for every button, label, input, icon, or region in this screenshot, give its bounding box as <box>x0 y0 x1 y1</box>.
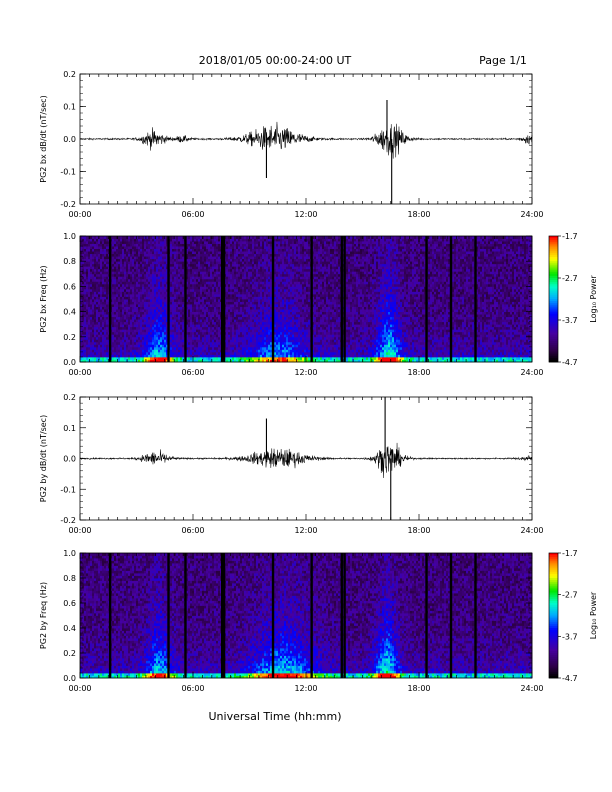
data-gap-3-5 <box>271 553 275 678</box>
y-tick-label: 0.6 <box>63 599 76 608</box>
data-gap-1-0 <box>108 236 112 362</box>
heatmap-cells-1 <box>80 236 533 363</box>
y-tick-label: 0.2 <box>63 649 76 658</box>
data-gap-1-6 <box>310 236 313 362</box>
data-gap-3-2 <box>184 553 187 678</box>
x-tick-label: 00:00 <box>68 210 91 219</box>
data-gap-3-0 <box>108 553 112 678</box>
y-tick-label: 1.0 <box>63 549 76 558</box>
data-gap-3-9 <box>425 553 428 678</box>
data-gap-1-11 <box>474 236 477 362</box>
y-tick-label: 0.8 <box>63 257 76 266</box>
y-tick-label: -0.1 <box>60 485 76 494</box>
data-gap-3-8 <box>343 553 346 678</box>
y-tick-label: 0.1 <box>63 103 76 112</box>
y-tick-label: 0.2 <box>63 333 76 342</box>
panel-2: -1.7 -2.7 -3.7 -4.7 Log₁₀ Power 1.0 0.8 0.6 0.4 0… <box>39 232 598 377</box>
x-tick-label: 12:00 <box>294 368 317 377</box>
y-tick-label: 0.0 <box>63 135 76 144</box>
colorbar-tick-label: -1.7 <box>562 232 578 241</box>
x-tick-label: 00:00 <box>68 684 91 693</box>
y-tick-label: -0.1 <box>60 168 76 177</box>
y-tick-label: 0.8 <box>63 574 76 583</box>
y-axis-title: PG2 by dB/dt (nT/sec) <box>39 415 48 502</box>
x-tick-label: 06:00 <box>181 210 204 219</box>
y-tick-label: 0.0 <box>63 674 76 683</box>
data-gap-3-7 <box>340 553 343 678</box>
x-tick-label: 00:00 <box>68 368 91 377</box>
data-gap-1-7 <box>340 236 343 362</box>
x-tick-label: 00:00 <box>68 526 91 535</box>
y-tick-label: 0.6 <box>63 282 76 291</box>
x-tick-label: 18:00 <box>407 526 430 535</box>
data-gap-3-11 <box>474 553 477 678</box>
x-tick-label: 12:00 <box>294 526 317 535</box>
x-tick-label: 06:00 <box>181 526 204 535</box>
data-gap-3-10 <box>449 553 453 678</box>
colorbar-title: Log₁₀ Power <box>589 591 598 639</box>
y-tick-label: 0.2 <box>63 393 76 402</box>
x-tick-label: 18:00 <box>407 684 430 693</box>
x-tick-label: 24:00 <box>520 684 543 693</box>
heatmap-cells-3 <box>80 553 533 679</box>
y-tick-label: -0.2 <box>60 200 76 209</box>
x-axis-title: Universal Time (hh:mm) <box>209 710 342 723</box>
panel-1: 0.2 0.1 0.0 -0.1 -0.2 PG2 bx dB/dt (nT/sec) 00… <box>39 70 544 219</box>
figure-title: 2018/01/05 00:00-24:00 UT <box>199 54 352 67</box>
data-gap-1-1 <box>167 236 170 362</box>
x-tick-label: 24:00 <box>520 210 543 219</box>
x-tick-label: 12:00 <box>294 210 317 219</box>
data-gap-3-1 <box>167 553 170 678</box>
data-gap-1-10 <box>449 236 453 362</box>
colorbar-title: Log₁₀ Power <box>589 275 598 323</box>
y-axis-title: PG2 bx dB/dt (nT/sec) <box>39 95 48 182</box>
colorbar-tick-label: -4.7 <box>562 358 578 367</box>
x-tick-label: 12:00 <box>294 684 317 693</box>
y-tick-label: 0.0 <box>63 455 76 464</box>
x-tick-label: 18:00 <box>407 368 430 377</box>
data-gap-3-4 <box>222 553 226 678</box>
colorbar-3: -1.7 -2.7 -3.7 -4.7 Log₁₀ Power <box>548 549 598 683</box>
data-gap-1-5 <box>271 236 275 362</box>
y-tick-label: 0.4 <box>63 308 76 317</box>
y-tick-label: 0.4 <box>63 624 76 633</box>
data-gap-1-2 <box>184 236 187 362</box>
data-gap-1-9 <box>425 236 428 362</box>
x-tick-label: 06:00 <box>181 684 204 693</box>
x-tick-label: 24:00 <box>520 368 543 377</box>
data-gap-3-3 <box>220 553 224 678</box>
x-tick-label: 24:00 <box>520 526 543 535</box>
y-tick-label: 0.0 <box>63 358 76 367</box>
colorbar-tick-label: -2.7 <box>562 274 578 283</box>
colorbar-tick-label: -4.7 <box>562 674 578 683</box>
y-tick-label: 0.2 <box>63 70 76 79</box>
series-line-2 <box>79 442 533 478</box>
y-tick-label: -0.2 <box>60 516 76 525</box>
y-axis-title: PG2 bx Freq (Hz) <box>39 265 48 332</box>
y-axis-title: PG2 by Freq (Hz) <box>39 582 48 649</box>
series-line-0 <box>79 121 533 159</box>
data-gap-1-3 <box>220 236 224 362</box>
y-tick-label: 1.0 <box>63 232 76 241</box>
colorbar-tick-label: -2.7 <box>562 591 578 600</box>
x-tick-label: 18:00 <box>407 210 430 219</box>
panel-3: 0.2 0.1 0.0 -0.1 -0.2 PG2 by dB/dt (nT/sec) 00… <box>39 393 544 535</box>
panels: 0.2 0.1 0.0 -0.1 -0.2 PG2 bx dB/dt (nT/sec) 00… <box>39 70 598 693</box>
colorbar-tick-label: -3.7 <box>562 632 578 641</box>
page-indicator: Page 1/1 <box>479 54 527 67</box>
data-gap-3-6 <box>310 553 313 678</box>
colorbar-tick-label: -3.7 <box>562 316 578 325</box>
x-tick-label: 06:00 <box>181 368 204 377</box>
data-gap-1-8 <box>343 236 346 362</box>
colorbar-tick-label: -1.7 <box>562 549 578 558</box>
y-tick-label: 0.1 <box>63 424 76 433</box>
colorbar-1: -1.7 -2.7 -3.7 -4.7 Log₁₀ Power <box>548 232 598 367</box>
panel-4: -1.7 -2.7 -3.7 -4.7 Log₁₀ Power 1.0 0.8 0.6 0.4 0… <box>39 549 598 693</box>
data-gap-1-4 <box>222 236 226 362</box>
